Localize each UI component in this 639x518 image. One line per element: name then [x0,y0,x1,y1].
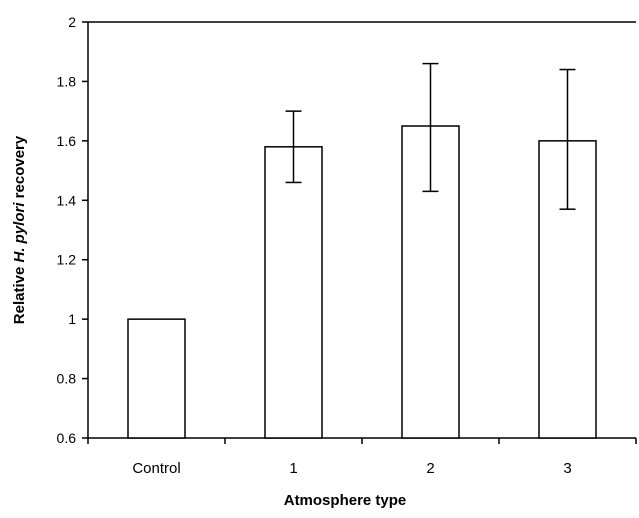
bar [401,125,460,439]
x-tick-label: 1 [289,460,297,477]
y-axis-title: Relative H. pylori recovery [11,135,28,324]
y-axis-ticks: 0.6 0.8 1 1.2 1.4 1.6 1.8 2 [57,14,88,446]
y-tick-label: 1.6 [57,133,77,149]
y-tick-label: 1.2 [57,252,77,268]
y-tick-label: 2 [68,14,76,30]
x-axis-title: Atmosphere type [284,492,407,509]
x-tick-label: Control [132,460,180,477]
y-tick-label: 1 [68,311,76,327]
x-tick-label: 2 [426,460,434,477]
y-tick-label: 1.4 [57,192,77,208]
bars [127,125,597,439]
error-bars [285,62,576,210]
x-axis-ticks: Control 1 2 3 [87,438,637,477]
y-axis-title-species: H. pylori [11,202,28,263]
bar [264,146,323,439]
x-tick-label: 3 [563,460,571,477]
y-axis-title-part: Relative [11,263,28,325]
bar [127,318,186,439]
y-axis-title-part: recovery [11,135,28,202]
y-tick-label: 0.6 [57,430,77,446]
y-tick-label: 1.8 [57,73,77,89]
y-tick-label: 0.8 [57,371,77,387]
